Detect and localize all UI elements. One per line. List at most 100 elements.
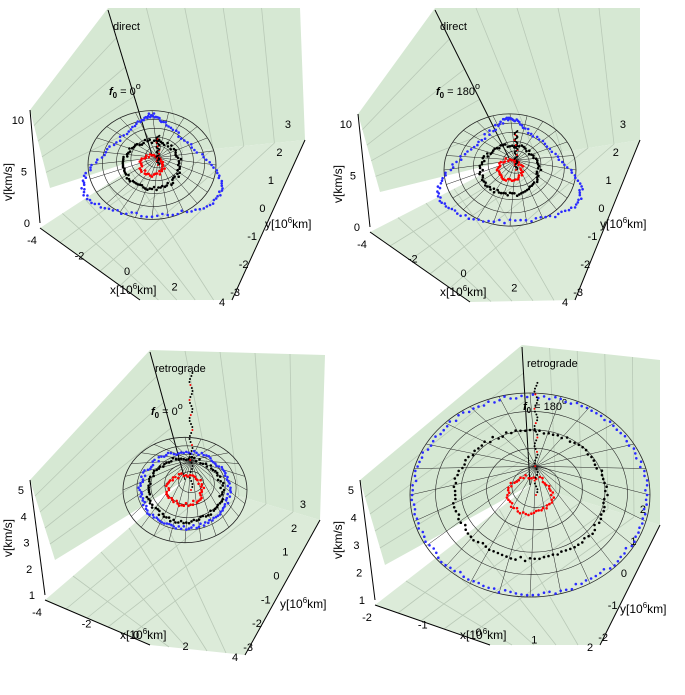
z-axis-label: v[km/s]: [1, 163, 15, 201]
data-point: [522, 511, 525, 514]
data-point: [486, 152, 489, 155]
data-point: [214, 462, 217, 465]
data-point: [202, 155, 205, 159]
data-point: [520, 394, 523, 398]
data-point: [492, 550, 495, 553]
data-point: [171, 456, 175, 460]
data-point: [472, 407, 475, 410]
spike-point: [534, 410, 536, 413]
data-point: [521, 126, 525, 130]
grid-line: [467, 532, 557, 646]
data-point: [176, 172, 179, 176]
data-point: [520, 124, 524, 127]
data-point: [167, 125, 170, 128]
data-point: [503, 221, 506, 225]
data-point: [605, 485, 608, 488]
data-point: [549, 493, 553, 497]
data-point: [509, 557, 513, 560]
data-point: [199, 515, 202, 519]
grid-line: [79, 148, 214, 258]
x-axis-label: x[106km]: [440, 284, 486, 299]
phase-subscript: 0: [113, 91, 118, 100]
data-point: [548, 590, 551, 594]
data-point: [539, 168, 543, 172]
x-axis-label-exp: 6: [143, 627, 148, 636]
spike-point: [514, 157, 517, 159]
y-tick-label: -1: [247, 231, 257, 243]
z-tick-label: 2: [356, 568, 362, 580]
data-point: [146, 468, 150, 472]
data-point: [159, 186, 162, 189]
grid-line: [261, 7, 275, 144]
mesh-spoke: [476, 159, 517, 219]
data-point: [457, 517, 460, 521]
data-point: [146, 509, 149, 512]
grid-line: [632, 356, 635, 518]
data-point: [484, 181, 487, 184]
data-point: [180, 472, 183, 475]
data-point: [202, 524, 206, 527]
spike-point: [190, 423, 192, 425]
data-point: [226, 484, 230, 488]
data-point: [524, 429, 527, 433]
mesh-spoke: [445, 422, 537, 467]
data-point: [195, 151, 199, 154]
x-tick-label: 2: [587, 642, 593, 654]
data-point: [594, 574, 598, 578]
x-tick-label: -4: [27, 235, 37, 247]
data-point: [581, 187, 584, 191]
spike-point: [190, 432, 193, 434]
data-point: [226, 492, 229, 496]
data-point: [608, 567, 612, 570]
mesh-ring: [116, 128, 194, 194]
mesh-spoke: [469, 466, 537, 584]
data-point: [496, 188, 499, 192]
data-point: [633, 540, 636, 543]
data-point: [167, 516, 171, 519]
data-point: [524, 190, 527, 193]
data-point: [466, 150, 469, 153]
data-point: [551, 553, 555, 556]
spike-point: [189, 384, 192, 386]
grid-line: [86, 495, 240, 619]
data-point: [530, 220, 533, 223]
y-axis-line: [231, 139, 306, 301]
data-point: [201, 462, 205, 466]
data-point: [149, 467, 152, 470]
data-point: [150, 506, 154, 509]
data-point: [177, 452, 181, 455]
mesh-spoke: [463, 159, 517, 210]
data-point: [417, 527, 420, 530]
data-point: [172, 525, 175, 528]
data-point: [159, 160, 162, 163]
data-point: [142, 141, 145, 145]
data-point: [412, 503, 416, 506]
data-point: [174, 521, 177, 524]
data-point: [229, 486, 232, 490]
y-axis-label-base: y[10: [265, 217, 288, 231]
data-point: [216, 474, 219, 477]
grid-line: [409, 151, 563, 261]
data-point: [528, 149, 531, 152]
data-point: [494, 128, 497, 132]
spike-point: [516, 154, 518, 156]
spike-point: [188, 399, 191, 401]
x-tick-label: 2: [171, 282, 177, 294]
data-point: [208, 161, 211, 164]
spike-point: [514, 132, 516, 134]
data-point: [209, 457, 212, 460]
spike-point: [535, 396, 538, 399]
data-point: [432, 547, 435, 550]
z-tick-label: 1: [359, 595, 365, 607]
data-point: [554, 592, 557, 595]
data-point: [170, 144, 173, 147]
data-point: [563, 163, 566, 167]
data-point: [221, 498, 224, 501]
spike-point: [536, 399, 539, 402]
x-axis-label-unit: km]: [147, 628, 166, 642]
data-point: [155, 468, 158, 472]
data-point: [509, 590, 512, 594]
data-point: [161, 184, 164, 188]
y-tick-label: -2: [598, 632, 608, 644]
data-point: [583, 537, 586, 540]
